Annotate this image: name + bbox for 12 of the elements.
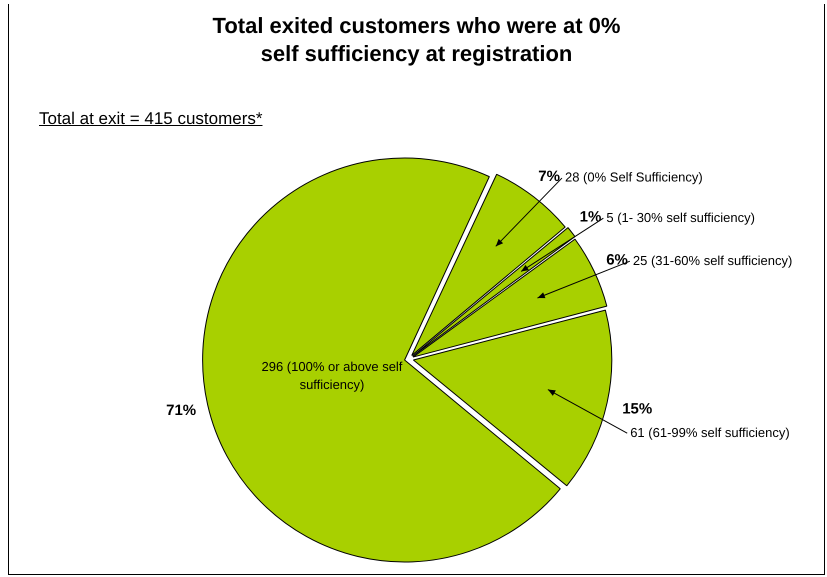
chart-title: Total exited customers who were at 0% self sufficiency at registration: [212, 12, 622, 68]
slice-label: 61 (61-99% self sufficiency): [630, 424, 790, 440]
data-label: 7%: [538, 168, 560, 186]
slice-label: 296 (100% or above self sufficiency): [261, 359, 403, 392]
data-label: 15%: [622, 400, 652, 418]
slice-label: 28 (0% Self Sufficiency): [564, 170, 703, 185]
data-label: 71%: [166, 402, 196, 419]
data-label: 6%: [606, 251, 628, 268]
slice-label: 5 (1- 30% self sufficiency): [606, 210, 755, 225]
data-label: 1%: [580, 208, 602, 226]
slice-label: 25 (31-60% self sufficiency): [632, 252, 792, 268]
chart-subtitle: Total at exit = 415 customers*: [39, 109, 262, 129]
